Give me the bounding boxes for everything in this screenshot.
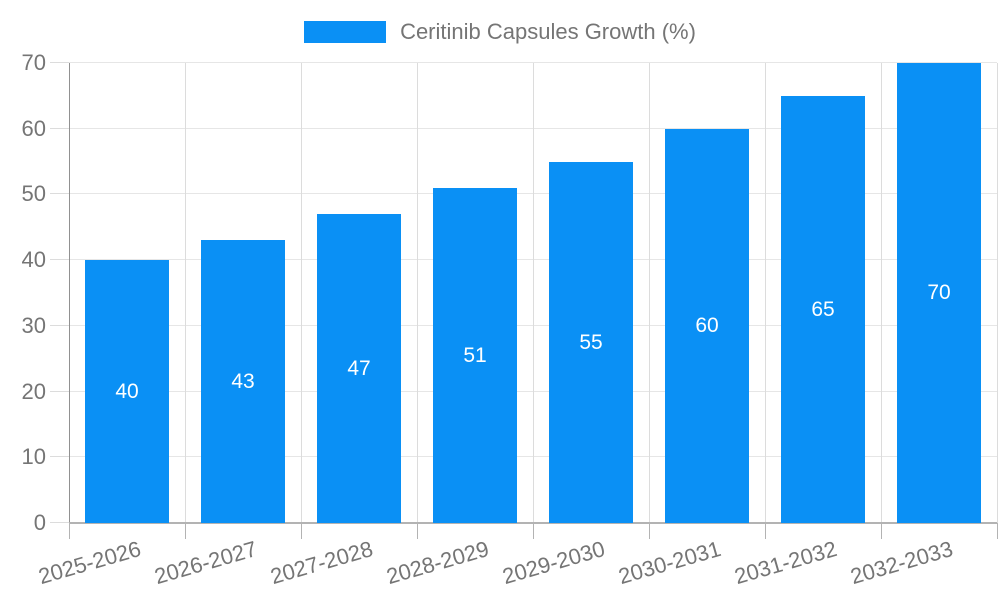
y-tick-label: 50	[21, 181, 46, 207]
bar[interactable]	[85, 260, 169, 523]
bar-value-label: 43	[231, 370, 255, 393]
bar-value-label: 51	[463, 344, 487, 367]
y-tick-mark	[50, 522, 69, 523]
bar-value-label: 47	[347, 357, 371, 380]
bar[interactable]	[433, 188, 517, 523]
x-tick-mark	[765, 523, 766, 539]
bar-value-label: 65	[811, 298, 835, 321]
x-tick-mark	[417, 523, 418, 539]
y-tick-mark	[50, 127, 69, 129]
y-axis-line	[69, 63, 70, 523]
gridline-vertical	[765, 63, 766, 523]
y-tick-mark	[50, 193, 69, 195]
gridline-vertical	[649, 63, 650, 523]
y-tick-mark	[50, 390, 69, 392]
legend-label: Ceritinib Capsules Growth (%)	[400, 19, 696, 44]
bar[interactable]	[665, 129, 749, 523]
y-tick-label: 30	[21, 312, 46, 338]
gridline-vertical	[301, 63, 302, 523]
y-tick-mark	[50, 259, 69, 261]
bar[interactable]	[781, 96, 865, 523]
y-tick-label: 0	[33, 510, 46, 535]
y-tick-label: 70	[21, 50, 46, 75]
bar-value-label: 55	[579, 331, 603, 354]
y-tick-label: 20	[21, 378, 46, 404]
bar[interactable]	[201, 240, 285, 523]
y-tick-label: 10	[21, 444, 46, 470]
bar[interactable]	[549, 162, 633, 523]
chart-legend[interactable]: Ceritinib Capsules Growth (%)	[0, 19, 1000, 45]
x-tick-mark	[69, 523, 70, 539]
gridline-vertical	[997, 63, 998, 523]
y-tick-label: 60	[21, 115, 46, 141]
bar[interactable]	[897, 63, 981, 523]
bar-value-label: 60	[695, 314, 719, 337]
bar-value-label: 40	[115, 380, 139, 403]
x-tick-mark	[997, 523, 998, 539]
y-tick-mark	[50, 62, 69, 63]
bar-value-label: 70	[927, 281, 951, 304]
x-axis-line	[69, 522, 997, 524]
gridline-vertical	[533, 63, 534, 523]
bar[interactable]	[317, 214, 401, 523]
x-tick-mark	[301, 523, 302, 539]
gridline-vertical	[881, 63, 882, 523]
y-tick-mark	[50, 324, 69, 326]
x-tick-mark	[533, 523, 534, 539]
gridline-horizontal	[69, 62, 997, 63]
gridline-vertical	[417, 63, 418, 523]
y-tick-mark	[50, 456, 69, 458]
x-tick-mark	[881, 523, 882, 539]
x-tick-mark	[649, 523, 650, 539]
y-tick-label: 40	[21, 247, 46, 273]
gridline-vertical	[185, 63, 186, 523]
legend-swatch	[304, 21, 387, 43]
x-tick-mark	[185, 523, 186, 539]
